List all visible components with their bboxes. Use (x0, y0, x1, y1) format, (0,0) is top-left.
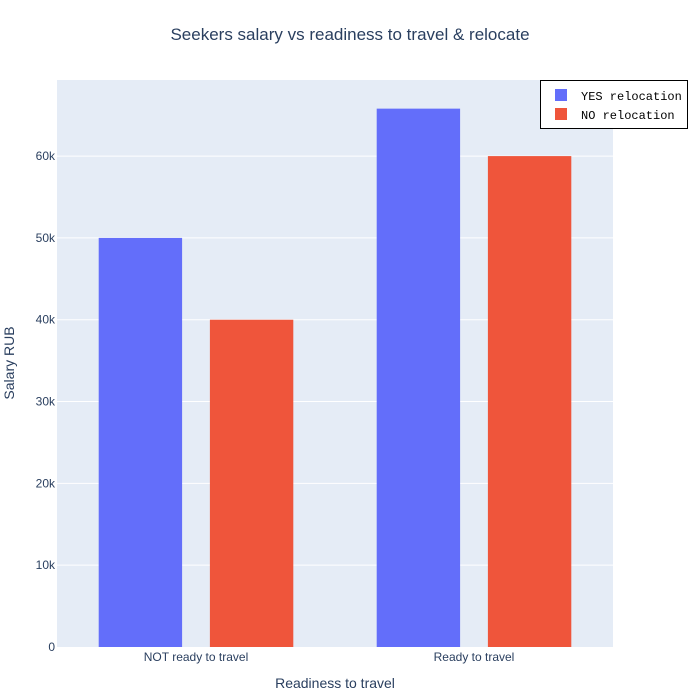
bar-yes-relocation[interactable] (376, 108, 461, 648)
legend-label-no-relocation[interactable]: NO relocation (581, 109, 675, 123)
y-tick-label: 40k (36, 313, 56, 327)
legend-label-yes-relocation[interactable]: YES relocation (581, 90, 682, 104)
y-axis-ticks: 0 10k 20k 30k 40k 50k 60k (36, 149, 56, 654)
bars (98, 108, 572, 648)
bar-yes-relocation[interactable] (98, 237, 183, 647)
legend-swatch-no-relocation (555, 108, 567, 120)
y-tick-label: 60k (36, 149, 56, 163)
y-tick-label: 30k (36, 395, 56, 409)
y-axis-title: Salary RUB (1, 326, 17, 399)
legend-box (540, 80, 688, 129)
y-tick-label: 20k (36, 476, 56, 490)
x-axis-ticks: NOT ready to travel Ready to travel (144, 650, 515, 664)
x-tick-label: NOT ready to travel (144, 650, 248, 664)
y-tick-label: 10k (36, 558, 56, 572)
bar-no-relocation[interactable] (487, 156, 572, 647)
x-axis-title: Readiness to travel (275, 675, 395, 691)
x-tick-label: Ready to travel (434, 650, 515, 664)
bar-no-relocation[interactable] (209, 319, 294, 647)
legend[interactable]: YES relocation NO relocation (540, 80, 688, 129)
legend-swatch-yes-relocation (555, 89, 567, 101)
y-tick-label: 50k (36, 231, 56, 245)
y-tick-label: 0 (48, 640, 55, 654)
chart-title: Seekers salary vs readiness to travel & … (170, 25, 529, 44)
